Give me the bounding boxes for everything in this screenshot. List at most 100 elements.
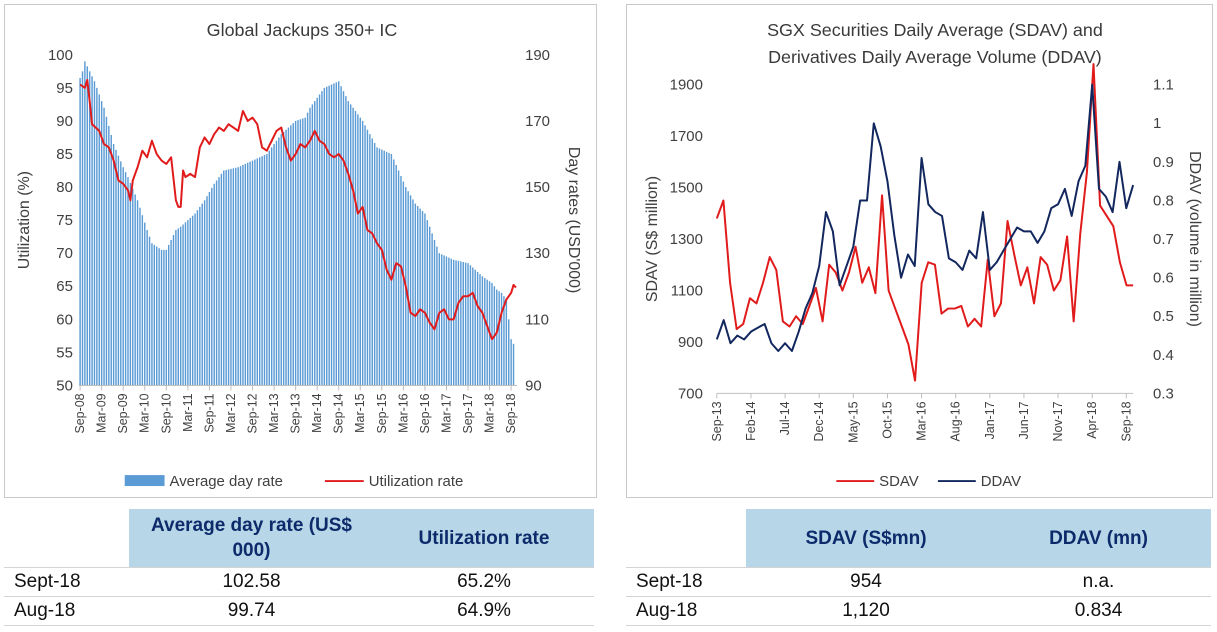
utilization-line	[79, 78, 517, 341]
x-tick-label: Sep-18	[1119, 401, 1133, 441]
day-rate-bar	[333, 83, 335, 386]
day-rate-bar	[292, 123, 294, 386]
y2-tick-label: 150	[525, 179, 550, 196]
x-tick-label: May-15	[846, 401, 860, 443]
day-rate-bar	[254, 159, 256, 386]
day-rate-bar	[369, 134, 371, 386]
day-rate-bar	[452, 259, 455, 386]
day-rate-bar	[91, 76, 93, 386]
day-rate-bar	[187, 220, 189, 386]
day-rate-bar	[196, 210, 199, 386]
y-tick-label: 90	[56, 113, 73, 130]
table-row: Sept-18 954 n.a.	[626, 567, 1211, 597]
row-label: Sept-18	[626, 567, 746, 597]
day-rate-bar	[172, 235, 175, 386]
day-rate-bar	[402, 181, 405, 386]
day-rate-bar	[165, 249, 168, 386]
y2-tick-label: 110	[525, 311, 549, 328]
day-rate-bar	[381, 149, 383, 386]
table-header-day-rate: Average day rate (US$ 000)	[129, 509, 374, 568]
day-rate-bar	[311, 104, 314, 386]
day-rate-bar	[151, 243, 153, 386]
day-rate-bar	[158, 248, 160, 386]
x-tick-label: Sep-13	[710, 401, 724, 441]
legend-label-utilization: Utilization rate	[369, 473, 464, 490]
ddav-line	[715, 83, 1135, 352]
y-tick-label: 900	[678, 334, 703, 351]
chart-title-line-2: Derivatives Daily Average Volume (DDAV)	[768, 47, 1102, 67]
x-tick-label: Feb-14	[744, 401, 758, 440]
day-rate-bar	[467, 263, 469, 386]
day-rate-bar	[141, 215, 144, 386]
day-rate-bar	[218, 177, 220, 386]
x-tick-label: Mar-18	[483, 393, 497, 432]
table-header-blank	[4, 509, 129, 568]
day-rate-value: 99.74	[129, 596, 374, 626]
row-label: Aug-18	[4, 596, 129, 626]
day-rate-bar	[412, 199, 414, 386]
day-rate-bar	[304, 117, 306, 386]
day-rate-bar	[306, 112, 309, 386]
day-rate-bar	[472, 267, 474, 386]
day-rate-bar	[79, 77, 81, 386]
day-rate-bar	[232, 168, 235, 386]
day-rate-bar	[316, 97, 318, 386]
day-rate-bar	[414, 203, 417, 386]
day-rate-bar	[299, 119, 302, 386]
x-tick-label: Mar-11	[181, 393, 195, 432]
day-rate-bar	[203, 200, 206, 386]
day-rate-bar	[177, 228, 179, 386]
y-tick-label: 1500	[670, 180, 703, 197]
day-rate-bar	[340, 86, 342, 386]
y-tick-label: 50	[56, 377, 73, 394]
day-rate-bar	[357, 114, 359, 386]
y-tick-label: 55	[56, 344, 73, 361]
y2-tick-label: 0.6	[1153, 270, 1174, 287]
table-header-utilization: Utilization rate	[374, 509, 594, 568]
x-tick-label: Mar-09	[95, 393, 109, 432]
row-label: Aug-18	[626, 596, 746, 626]
y-tick-label: 75	[56, 212, 73, 229]
day-rate-bar	[397, 170, 400, 386]
x-tick-label: Sep-08	[73, 393, 87, 433]
day-rate-bar	[144, 222, 146, 386]
day-rate-bar	[235, 167, 237, 386]
day-rate-bar	[247, 162, 249, 386]
y-tick-label: 1700	[670, 128, 703, 145]
y-tick-label: 1300	[670, 231, 703, 248]
day-rate-bar	[484, 277, 486, 386]
x-tick-label: Mar-13	[267, 393, 281, 432]
legend-label-sdav: SDAV	[879, 473, 919, 490]
day-rate-bar	[512, 343, 515, 386]
day-rate-bar	[297, 120, 299, 386]
day-rate-bar	[364, 125, 366, 386]
day-rate-bar	[98, 94, 100, 386]
day-rate-bar	[424, 213, 426, 386]
day-rate-bar	[426, 220, 429, 386]
sdav-line	[715, 63, 1134, 382]
day-rate-bar	[335, 82, 338, 386]
day-rate-bar	[460, 261, 462, 386]
day-rate-bar	[383, 150, 385, 386]
day-rate-bar	[330, 84, 333, 386]
day-rate-bar	[282, 131, 285, 386]
day-rate-bar	[132, 188, 134, 386]
day-rate-bar	[361, 120, 364, 386]
day-rate-bar	[244, 163, 247, 386]
day-rate-bar	[275, 140, 278, 386]
day-rate-bar	[84, 61, 86, 386]
sgx-chart-box: SGX Securities Daily Average (SDAV) and D…	[626, 4, 1213, 498]
y2-tick-label: 0.4	[1153, 347, 1174, 364]
day-rate-bar	[220, 173, 223, 386]
y-tick-label: 1900	[670, 77, 703, 94]
table-row: Sept-18 102.58 65.2%	[4, 567, 594, 597]
day-rate-bar	[400, 176, 402, 386]
day-rate-bar	[110, 134, 112, 386]
day-rate-bar	[227, 169, 230, 386]
x-tick-label: Jul-14	[778, 401, 792, 435]
day-rate-bar	[481, 276, 484, 386]
y2-tick-label: 0.7	[1153, 231, 1174, 248]
day-rate-bar	[170, 239, 172, 386]
table-row: Aug-18 99.74 64.9%	[4, 596, 594, 626]
day-rate-bar	[455, 260, 457, 386]
